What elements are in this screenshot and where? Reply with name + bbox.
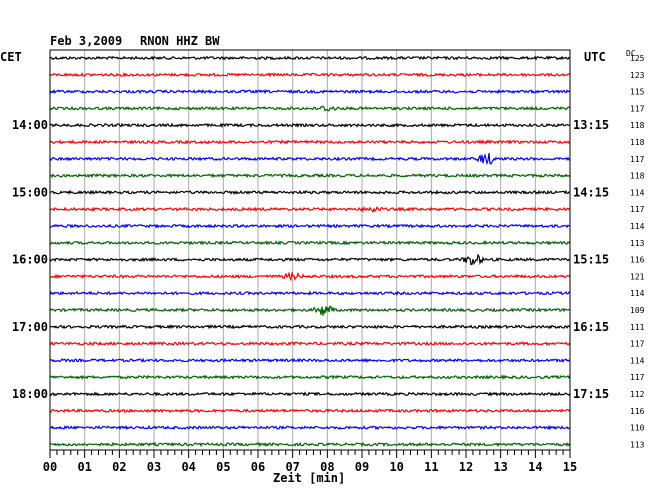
x-tick-label: 05 [216, 460, 230, 474]
x-tick-label: 02 [112, 460, 126, 474]
left-time-label: 14:00 [12, 118, 48, 132]
x-tick-label: 09 [355, 460, 369, 474]
seismic-trace [49, 172, 571, 179]
seismic-trace [49, 105, 571, 112]
dc-offset-label: 109 [630, 306, 645, 315]
x-tick-label: 06 [251, 460, 265, 474]
dc-offset-label: 117 [630, 340, 645, 349]
seismic-trace [49, 139, 571, 145]
dc-offset-label: 121 [630, 272, 645, 281]
right-time-label: 15:15 [573, 253, 609, 267]
seismic-trace [49, 324, 571, 330]
right-time-labels: 13:15 14:15 15:15 16:15 17:15 [573, 118, 609, 401]
seismic-trace [49, 391, 571, 397]
dc-offset-label: 116 [630, 256, 645, 265]
chart-station: RNON HHZ BW [140, 34, 220, 48]
dc-offset-label: 111 [630, 323, 645, 332]
left-time-label: 17:00 [12, 320, 48, 334]
dc-offset-label: 117 [630, 155, 645, 164]
dc-offset-label: 114 [630, 188, 645, 197]
x-tick-label: 03 [147, 460, 161, 474]
x-tick-label: 12 [459, 460, 473, 474]
left-time-label: 18:00 [12, 387, 48, 401]
seismic-trace [49, 441, 571, 448]
seismic-trace [49, 253, 571, 266]
left-time-label: 15:00 [12, 185, 48, 199]
x-tick-label: 11 [424, 460, 438, 474]
dc-offset-label: 112 [630, 390, 645, 399]
seismic-trace [49, 290, 571, 296]
dc-offset-label: 118 [630, 121, 645, 130]
seismic-trace [49, 206, 571, 214]
dc-offset-label: 123 [630, 71, 645, 80]
x-tick-label: 04 [181, 460, 195, 474]
x-tick-label: 01 [77, 460, 91, 474]
seismic-trace [49, 223, 571, 229]
dc-offset-label: 115 [630, 88, 645, 97]
dc-offset-label: 125 [630, 54, 645, 63]
dc-offset-label: 113 [630, 440, 645, 449]
x-axis: 00 01 02 03 04 05 06 07 08 09 10 11 12 13 14 15 [43, 450, 577, 474]
x-tick-label: 00 [43, 460, 57, 474]
right-time-label: 17:15 [573, 387, 609, 401]
dc-offset-label: 114 [630, 356, 645, 365]
x-tick-label: 13 [493, 460, 507, 474]
seismic-trace [49, 357, 571, 364]
x-tick-label: 08 [320, 460, 334, 474]
dc-label: DC [626, 49, 636, 58]
seismic-trace [49, 88, 571, 95]
dc-offset-label: 117 [630, 104, 645, 113]
seismic-trace [49, 240, 571, 246]
seismic-trace [49, 189, 571, 196]
x-axis-title: Zeit [min] [273, 471, 345, 485]
dc-offset-label: 117 [630, 373, 645, 382]
x-tick-label: 07 [285, 460, 299, 474]
right-timezone-label: UTC [584, 50, 606, 64]
left-time-labels: 14:00 15:00 16:00 17:00 18:00 [12, 118, 48, 401]
left-timezone-label: CET [0, 50, 22, 64]
right-time-label: 13:15 [573, 118, 609, 132]
left-time-label: 16:00 [12, 253, 48, 267]
seismic-trace [49, 152, 571, 166]
dc-offset-label: 118 [630, 138, 645, 147]
seismic-trace [49, 340, 571, 347]
chart-date: Feb 3,2009 [50, 34, 122, 48]
plot-frame [49, 49, 571, 451]
seismic-trace [49, 71, 571, 78]
seismic-trace [49, 122, 571, 129]
right-time-label: 16:15 [573, 320, 609, 334]
x-tick-label: 14 [528, 460, 542, 474]
right-time-label: 14:15 [573, 185, 609, 199]
dc-offset-label: 117 [630, 205, 645, 214]
dc-offset-label: 118 [630, 172, 645, 181]
x-tick-label: 10 [389, 460, 403, 474]
dc-offset-label: 116 [630, 407, 645, 416]
seismic-trace [49, 55, 571, 61]
seismic-trace [49, 271, 571, 282]
dc-offset-label: 110 [630, 424, 645, 433]
grid-lines [49, 50, 571, 450]
dc-offset-label: 114 [630, 289, 645, 298]
dc-offset-label: 114 [630, 222, 645, 231]
dc-offset-label: 113 [630, 239, 645, 248]
seismic-trace [49, 305, 571, 316]
seismic-trace [49, 408, 571, 414]
trace-group [49, 55, 571, 448]
seismic-trace [49, 374, 571, 381]
seismic-trace [49, 424, 571, 431]
dc-offset-labels: 125 123 115 117 118 118 117 118 114 117 114 113 116 1… [630, 54, 645, 449]
x-tick-label: 15 [563, 460, 577, 474]
